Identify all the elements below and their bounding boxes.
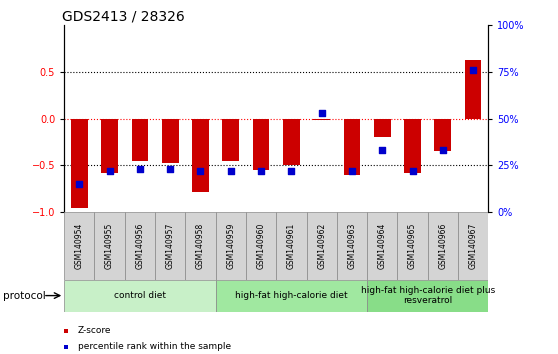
Text: high-fat high-calorie diet: high-fat high-calorie diet [235, 291, 348, 300]
Point [227, 168, 235, 174]
Point [75, 181, 84, 187]
Point [196, 168, 205, 174]
Bar [337, 212, 367, 280]
Text: GSM140961: GSM140961 [287, 223, 296, 269]
Bar [344, 119, 360, 175]
Bar [223, 119, 239, 161]
Text: GSM140964: GSM140964 [378, 223, 387, 269]
Text: GSM140959: GSM140959 [227, 223, 235, 269]
Bar [313, 119, 330, 120]
Text: GSM140966: GSM140966 [439, 223, 448, 269]
Point [348, 168, 357, 174]
Text: protocol: protocol [3, 291, 46, 301]
Bar [283, 119, 300, 166]
Bar [458, 212, 488, 280]
Point [469, 67, 478, 73]
Bar [155, 212, 185, 280]
Bar [367, 280, 488, 312]
Text: GSM140956: GSM140956 [136, 223, 145, 269]
Bar [64, 212, 94, 280]
Bar [397, 212, 427, 280]
Bar [64, 280, 215, 312]
Point [166, 166, 175, 172]
Text: GSM140955: GSM140955 [105, 223, 114, 269]
Bar [132, 119, 148, 161]
Text: control diet: control diet [114, 291, 166, 300]
Bar [276, 212, 306, 280]
Point [317, 110, 326, 116]
Bar [246, 212, 276, 280]
Bar [162, 119, 179, 163]
Bar [306, 212, 337, 280]
Bar [125, 212, 155, 280]
Point [105, 168, 114, 174]
Bar [215, 212, 246, 280]
Bar [253, 119, 270, 170]
Bar [185, 212, 215, 280]
Bar [367, 212, 397, 280]
Bar [465, 61, 482, 119]
Text: GSM140957: GSM140957 [166, 223, 175, 269]
Text: GSM140954: GSM140954 [75, 223, 84, 269]
Bar [101, 119, 118, 173]
Bar [435, 119, 451, 152]
Text: percentile rank within the sample: percentile rank within the sample [78, 342, 231, 352]
Point [378, 148, 387, 153]
Text: GDS2413 / 28326: GDS2413 / 28326 [62, 10, 185, 24]
Text: Z-score: Z-score [78, 326, 112, 336]
Bar [427, 212, 458, 280]
Point [408, 168, 417, 174]
Point [136, 166, 145, 172]
Text: GSM140963: GSM140963 [348, 223, 357, 269]
Bar [404, 119, 421, 173]
Text: GSM140958: GSM140958 [196, 223, 205, 269]
Text: GSM140967: GSM140967 [469, 223, 478, 269]
Bar [94, 212, 125, 280]
Point [439, 148, 448, 153]
Text: GSM140965: GSM140965 [408, 223, 417, 269]
Text: high-fat high-calorie diet plus
resveratrol: high-fat high-calorie diet plus resverat… [360, 286, 495, 305]
Text: GSM140960: GSM140960 [257, 223, 266, 269]
Bar [71, 119, 88, 208]
Bar [215, 280, 367, 312]
Bar [192, 119, 209, 192]
Bar [374, 119, 391, 137]
Point [287, 168, 296, 174]
Point [257, 168, 266, 174]
Text: GSM140962: GSM140962 [317, 223, 326, 269]
